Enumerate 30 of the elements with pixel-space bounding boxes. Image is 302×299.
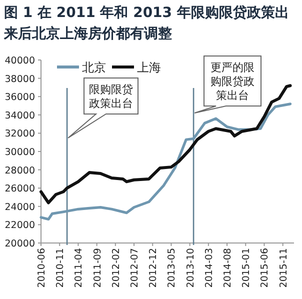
x-tick-label: 2014-03 [204,248,215,288]
y-tick-label: 28000 [4,165,35,176]
y-tick-label: 20000 [4,238,35,250]
x-tick-label: 2012-12 [148,248,160,288]
x-tick-label: 2012-07 [130,248,141,288]
x-tick-label: 2015-11 [278,248,290,288]
y-tick-label: 40000 [4,56,35,66]
x-tick-label: 2013-10 [185,248,196,288]
x-tick-label: 2011-09 [92,248,104,288]
chart-title: 图 1 在 2011 年和 2013 年限购限贷政策出来后北京上海房价都有调整 [3,4,289,42]
y-tick-label: 32000 [4,128,35,140]
x-tick-label: 2014-08 [222,248,234,288]
y-tick-label: 26000 [4,184,35,195]
ref-line-label: 限购限贷政策出台 [89,83,133,110]
x-tick-label: 2010-11 [55,248,66,288]
x-tick-label: 2012-02 [110,248,122,288]
y-tick-label: 22000 [4,220,35,232]
y-tick-label: 30000 [4,147,35,158]
x-tick-label: 2011-04 [74,248,85,288]
y-tick-label: 24000 [4,202,35,213]
legend-label: 上海 [137,60,161,74]
y-tick-label: 38000 [4,74,35,85]
y-tick-label: 34000 [4,110,35,122]
x-tick-label: 2010-06 [36,248,48,288]
x-tick-label: 2015-01 [241,248,252,288]
ref-line-label: 更严的限购限贷政策出台 [210,61,254,102]
x-tick-label: 2015-06 [260,248,271,288]
x-tick-label: 2013-05 [166,248,178,288]
y-tick-label: 36000 [4,92,35,104]
legend-label: 北京 [82,60,106,74]
